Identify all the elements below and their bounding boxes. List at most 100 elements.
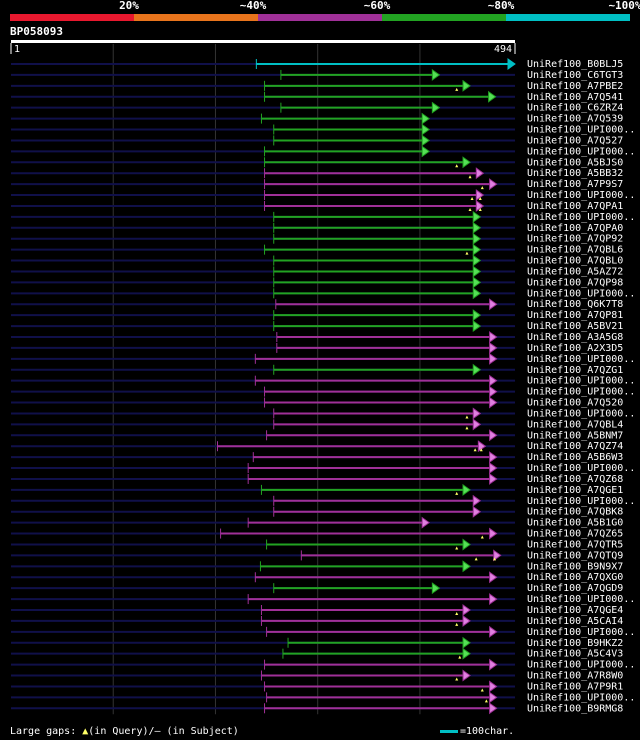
hit-label: UniRef100_B9HKZ2 <box>527 638 623 649</box>
hit-label: UniRef100_UPI000.. <box>527 354 635 365</box>
hit-end-arrow <box>475 199 485 212</box>
query-gap-marker <box>478 197 482 201</box>
hit-end-arrow <box>421 134 430 147</box>
hit-label: UniRef100_A7QZ68 <box>527 474 623 485</box>
hit-label: UniRef100_A7QXG0 <box>527 572 623 583</box>
hit-label: UniRef100_A7QPA0 <box>527 223 623 234</box>
identity-scale-segment <box>134 14 258 21</box>
hit-end-arrow <box>489 658 498 671</box>
hit-end-arrow <box>489 527 498 540</box>
hit-end-arrow <box>421 112 430 125</box>
identity-scale-label: 20% <box>119 0 139 12</box>
hit-label: UniRef100_UPI000.. <box>527 627 635 638</box>
identity-scale-segment <box>382 14 506 21</box>
hit-end-arrow <box>472 265 482 278</box>
identity-scale-segment <box>258 14 382 21</box>
legend-gaps-label: Large gaps: <box>10 726 83 737</box>
hit-label: UniRef100_A7P9R1 <box>527 681 623 692</box>
hit-label: UniRef100_A5BV21 <box>527 321 623 332</box>
hit-end-arrow <box>489 625 498 638</box>
hit-end-arrow <box>421 516 430 529</box>
hit-end-arrow <box>462 636 471 649</box>
hit-end-arrow <box>462 647 471 660</box>
hit-end-arrow <box>489 341 498 354</box>
hit-end-arrow <box>472 254 482 267</box>
query-gap-marker <box>470 197 474 201</box>
hit-label: UniRef100_A7QZ65 <box>527 529 623 540</box>
legend-subject-label: – (in Subject) <box>154 726 239 737</box>
hit-end-arrow <box>489 462 498 475</box>
hit-end-arrow <box>431 582 441 595</box>
hit-end-arrow <box>462 79 471 92</box>
hit-end-arrow <box>462 560 471 573</box>
hit-end-arrow <box>472 309 482 322</box>
axis-end-label: 494 <box>494 44 512 55</box>
query-gap-marker <box>473 448 477 452</box>
hit-end-arrow <box>472 407 482 420</box>
query-gap-marker <box>455 622 459 626</box>
hit-end-arrow <box>472 210 482 223</box>
query-gap-marker <box>474 557 478 561</box>
hit-label: UniRef100_A7QGD9 <box>527 583 623 594</box>
hit-end-arrow <box>489 680 498 693</box>
identity-scale-label: ~40% <box>239 0 267 12</box>
hit-label: UniRef100_A7QPA1 <box>527 201 623 212</box>
query-gap-marker <box>455 164 459 168</box>
hit-label: UniRef100_UPI000.. <box>527 594 635 605</box>
axis-start-label: 1 <box>14 44 20 55</box>
query-id: BP058093 <box>10 25 63 38</box>
identity-scale: 20% ~40% ~60% ~80% ~100% <box>0 0 640 22</box>
hit-label: UniRef100_A7P9S7 <box>527 179 623 190</box>
hit-end-arrow <box>421 145 430 158</box>
hit-end-arrow <box>472 243 482 256</box>
query-gap-marker <box>484 699 488 703</box>
hit-end-arrow <box>472 494 482 507</box>
hit-end-arrow <box>475 167 485 180</box>
hit-end-arrow <box>489 571 498 584</box>
hit-label: UniRef100_A3A5G8 <box>527 332 623 343</box>
scale-legend: =100char. <box>440 726 514 738</box>
hit-end-arrow <box>475 189 485 202</box>
hit-label: UniRef100_UPI000.. <box>527 692 635 703</box>
hit-label: UniRef100_A7QBL0 <box>527 256 623 267</box>
hit-label: UniRef100_UPI000.. <box>527 387 635 398</box>
hit-end-arrow <box>489 178 498 191</box>
hit-end-arrow <box>472 320 482 333</box>
hit-label: UniRef100_A5C4V3 <box>527 649 623 660</box>
hit-end-arrow <box>489 702 498 715</box>
hit-end-arrow <box>489 429 498 442</box>
hit-label: UniRef100_A7QGE4 <box>527 605 623 616</box>
hit-label: UniRef100_A7QP92 <box>527 234 623 245</box>
hit-label: UniRef100_A7Q520 <box>527 398 623 409</box>
hit-label: UniRef100_UPI000.. <box>527 376 635 387</box>
hit-label: UniRef100_A5BB32 <box>527 168 623 179</box>
hit-label: UniRef100_A7QTR5 <box>527 539 623 550</box>
hit-end-arrow <box>462 604 471 616</box>
hit-label: UniRef100_B9RMG8 <box>527 703 623 714</box>
hit-end-arrow <box>462 614 471 627</box>
hit-label: UniRef100_UPI000.. <box>527 212 635 223</box>
hit-end-arrow <box>489 298 498 311</box>
hit-end-arrow <box>488 90 497 103</box>
hit-label: UniRef100_A7QTQ9 <box>527 550 623 561</box>
hit-end-arrow <box>493 549 502 562</box>
hit-end-arrow <box>472 221 482 234</box>
query-gap-marker <box>465 426 469 430</box>
legend-query-label: (in Query)/ <box>88 726 155 737</box>
hit-end-arrow <box>462 156 471 169</box>
hit-label: UniRef100_UPI000.. <box>527 660 635 671</box>
query-gap-marker <box>455 87 459 91</box>
hit-label: UniRef100_A5AZ72 <box>527 266 623 277</box>
query-bar <box>11 40 515 43</box>
hit-label: UniRef100_A7PBE2 <box>527 81 623 92</box>
hit-end-arrow <box>431 68 441 81</box>
hit-end-arrow <box>489 451 498 464</box>
query-gap-marker <box>480 688 484 692</box>
hit-label: UniRef100_UPI000.. <box>527 146 635 157</box>
legend-gaps: Large gaps: ▲(in Query)/– (in Subject) <box>10 726 239 738</box>
hit-end-arrow <box>489 593 498 606</box>
hit-label: UniRef100_A7R8W0 <box>527 671 623 682</box>
hit-end-arrow <box>489 691 498 704</box>
query-gap-marker <box>480 186 484 190</box>
